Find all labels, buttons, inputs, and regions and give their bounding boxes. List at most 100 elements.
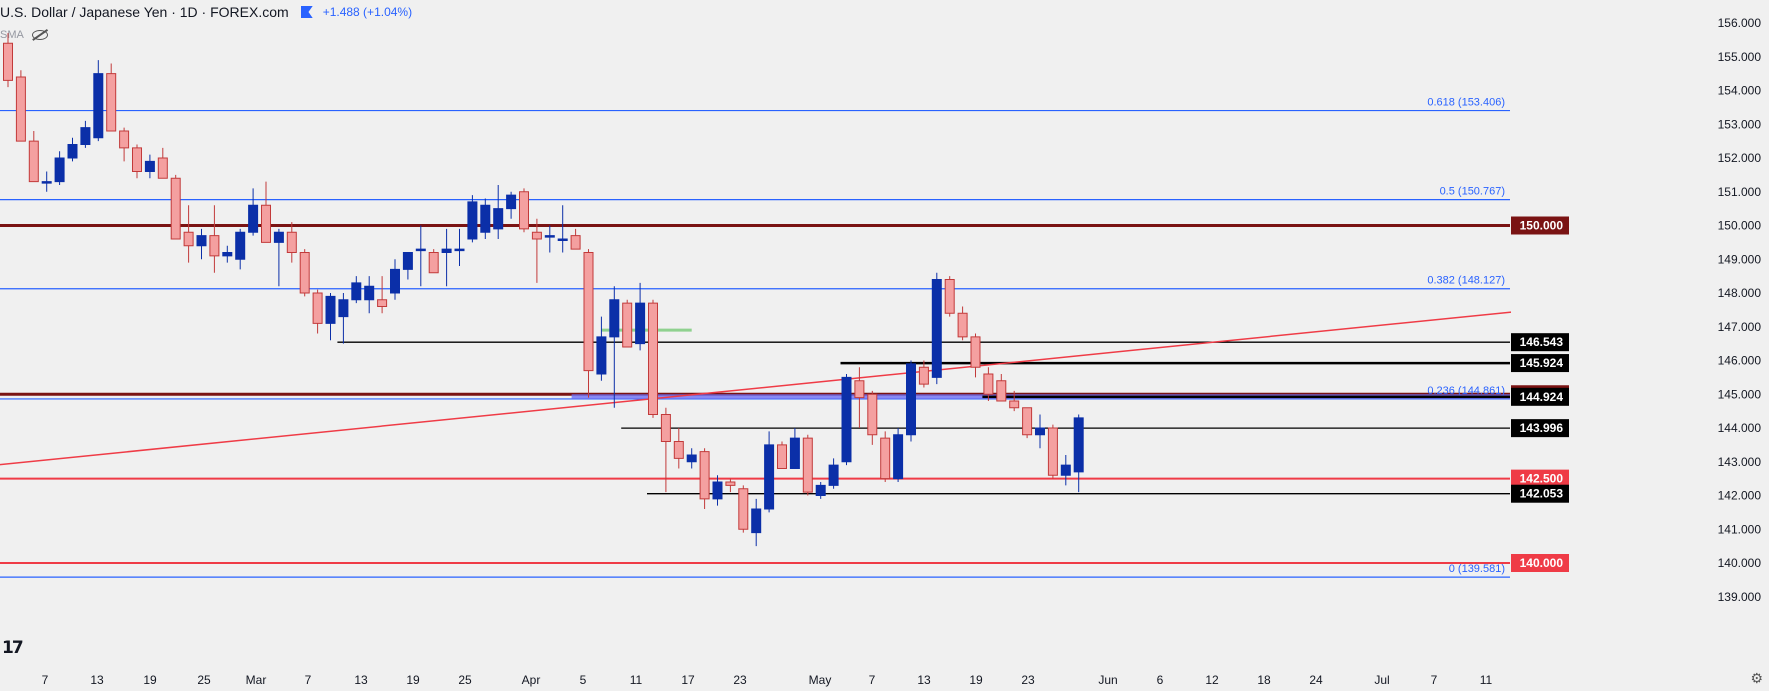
x-tick-label: 12: [1205, 673, 1219, 687]
candle-body: [660, 414, 671, 442]
candle: [467, 195, 478, 243]
candle-body: [983, 373, 994, 395]
candle: [519, 188, 529, 233]
candle: [996, 374, 1007, 402]
y-tick-label: 155.000: [1718, 50, 1762, 64]
candle: [970, 333, 981, 378]
candle: [338, 293, 349, 344]
candle: [777, 441, 787, 469]
y-tick-label: 142.000: [1718, 489, 1762, 503]
tradingview-logo-icon[interactable]: 17: [2, 638, 24, 658]
candle: [712, 475, 723, 506]
x-tick-label: 23: [1021, 673, 1035, 687]
x-tick-label: 7: [1431, 673, 1438, 687]
fib-label: 0.5 (150.767): [1440, 186, 1505, 198]
x-tick-label: 24: [1309, 673, 1323, 687]
candle: [931, 272, 942, 385]
candle: [893, 428, 904, 482]
candle-body: [622, 302, 633, 348]
candle-body: [970, 336, 981, 368]
candle-body: [351, 282, 362, 301]
candle: [557, 205, 568, 253]
candle: [725, 478, 736, 493]
x-tick-label: May: [809, 673, 832, 687]
indicator-legend[interactable]: SMA: [0, 29, 48, 41]
candle-body: [596, 336, 607, 375]
y-tick-label: 144.000: [1718, 421, 1762, 435]
candle: [789, 428, 800, 469]
candle-body: [712, 481, 723, 500]
y-tick-label: 151.000: [1718, 185, 1762, 199]
candle-body: [519, 191, 529, 230]
gear-icon[interactable]: ⚙: [1750, 670, 1763, 686]
candle: [699, 448, 710, 509]
candle-body: [235, 231, 246, 260]
y-tick-label: 141.000: [1718, 522, 1762, 536]
candle: [1022, 407, 1033, 439]
candle: [867, 390, 878, 445]
candle: [390, 259, 400, 300]
flag-icon[interactable]: [300, 6, 313, 18]
horizontal-levels: 0.618 (153.406) 0.5 (150.767) 0.382 (148.1…: [0, 97, 1634, 578]
candle-body: [106, 73, 117, 132]
candle-body: [377, 299, 388, 307]
candle-body: [777, 444, 787, 469]
y-tick-label: 153.000: [1718, 117, 1762, 131]
candle-body: [80, 127, 91, 145]
candle-body: [854, 380, 865, 399]
candle: [106, 63, 117, 132]
candle-body: [906, 363, 916, 436]
candle-body: [170, 177, 181, 240]
x-tick-label: 25: [458, 673, 472, 687]
candle-body: [880, 437, 891, 480]
y-tick-label: 152.000: [1718, 151, 1762, 165]
indicator-label[interactable]: SMA: [0, 29, 24, 41]
y-tick-label: 145.000: [1718, 387, 1762, 401]
price-tag: [1511, 554, 1569, 572]
price-tag: [1511, 354, 1569, 373]
candle-body: [1035, 427, 1045, 436]
candle-body: [312, 292, 323, 324]
y-tick-label: 149.000: [1718, 252, 1762, 266]
candle: [751, 498, 762, 547]
candle-body: [415, 248, 426, 252]
candle: [364, 276, 375, 314]
candle-body: [183, 231, 194, 247]
symbol-title[interactable]: U.S. Dollar / Japanese Yen · 1D · FOREX.…: [0, 4, 289, 20]
x-tick-label: Jun: [1098, 673, 1117, 687]
candle-body: [1047, 427, 1058, 476]
candle: [609, 286, 620, 408]
candle-body: [196, 235, 207, 247]
candle: [493, 185, 504, 239]
candle-body: [686, 454, 697, 463]
x-tick-label: 25: [197, 673, 211, 687]
x-tick-label: 13: [354, 673, 368, 687]
candle-body: [867, 393, 878, 436]
candle-body: [531, 231, 542, 240]
symbol-legend[interactable]: U.S. Dollar / Japanese Yen · 1D · FOREX.…: [0, 4, 412, 20]
candle-body: [286, 231, 297, 253]
eye-crossed-icon[interactable]: [31, 30, 48, 40]
candle-body: [132, 147, 142, 172]
candle: [854, 367, 865, 428]
price-tag-label: 142.053: [1520, 487, 1564, 501]
x-tick-label: 19: [969, 673, 983, 687]
x-tick-label: 19: [406, 673, 420, 687]
time-axis: [0, 668, 1769, 691]
candle-body: [635, 302, 646, 345]
candle-body: [93, 73, 104, 139]
candle-body: [506, 194, 517, 210]
candle-body: [725, 481, 736, 486]
price-change: +1.488 (+1.04%): [322, 5, 413, 19]
candle-body: [338, 299, 349, 318]
candle: [531, 218, 542, 283]
candle: [377, 276, 388, 314]
candle-body: [802, 437, 813, 493]
fib-label: 0.382 (148.127): [1427, 275, 1505, 287]
candle: [132, 144, 142, 179]
candle: [93, 60, 104, 142]
x-tick-label: 11: [1480, 673, 1493, 687]
y-tick-label: 150.000: [1718, 219, 1762, 233]
